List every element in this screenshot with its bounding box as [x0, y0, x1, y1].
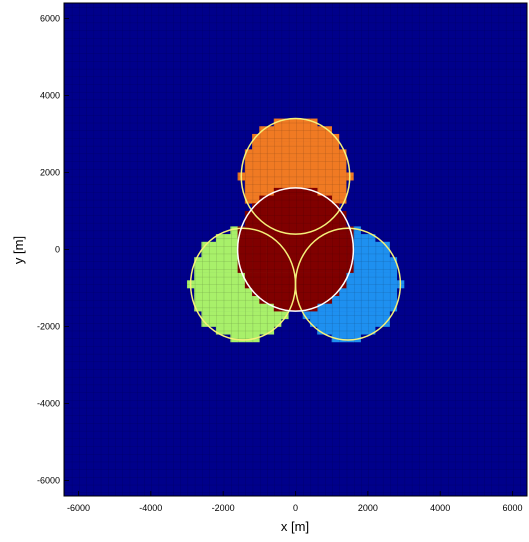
circle-outlines — [189, 117, 402, 341]
x-tick-label: -4000 — [139, 503, 162, 513]
x-tick-label: -2000 — [212, 503, 235, 513]
circle-outline-4 — [236, 187, 355, 312]
x-tick-label: 0 — [293, 503, 298, 513]
y-tick-label: -4000 — [37, 399, 60, 409]
y-tick-label: -2000 — [37, 322, 60, 332]
x-axis-ticks: -6000 -4000 -2000 0 2000 4000 6000 — [67, 491, 523, 513]
x-axis-label: x [m] — [281, 519, 309, 534]
x-tick-label: 6000 — [503, 503, 523, 513]
plot-area — [63, 2, 528, 497]
x-tick-label: -6000 — [67, 503, 90, 513]
cell-grid-overlay — [64, 3, 527, 496]
y-tick-label: 6000 — [40, 13, 60, 23]
y-axis-ticks: -6000 -4000 -2000 0 2000 4000 6000 — [37, 13, 69, 486]
y-tick-label: 4000 — [40, 90, 60, 100]
circle-outline-1 — [240, 117, 351, 235]
circle-outline-3 — [294, 227, 402, 341]
x-tick-label: 2000 — [358, 503, 378, 513]
y-tick-label: 0 — [55, 245, 60, 255]
y-tick-label: 2000 — [40, 167, 60, 177]
x-tick-label: 4000 — [430, 503, 450, 513]
y-axis-label: y [m] — [11, 236, 26, 264]
y-tick-label: -6000 — [37, 476, 60, 486]
